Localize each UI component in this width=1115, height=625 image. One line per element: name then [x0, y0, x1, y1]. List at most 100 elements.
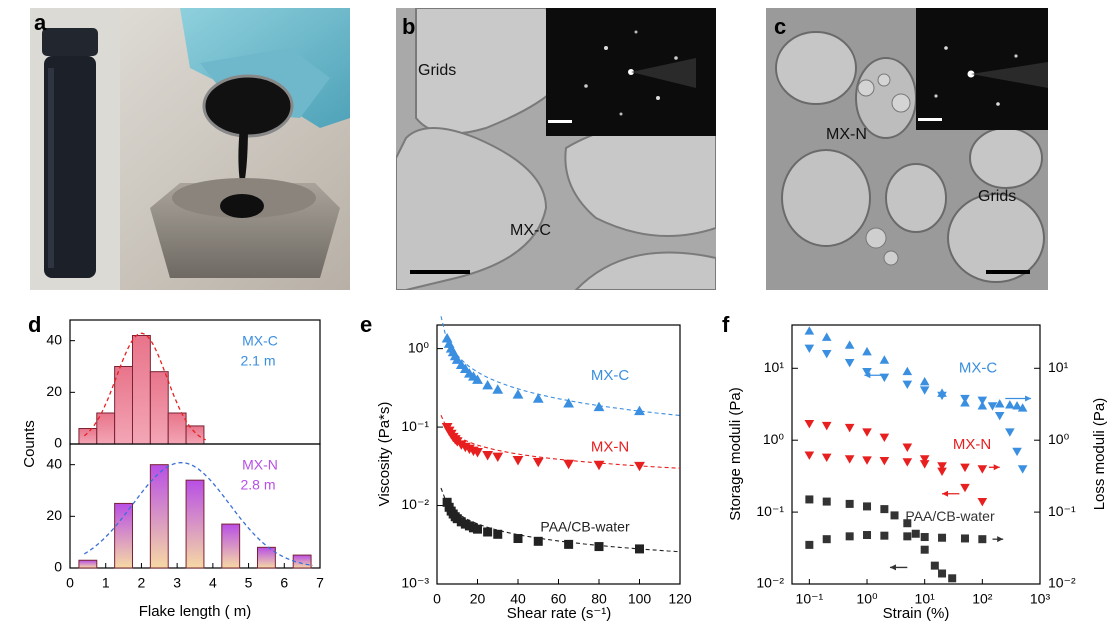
x-tick-label: 3	[173, 575, 181, 591]
y-tick-label: 10⁻¹	[756, 503, 784, 519]
data-point	[960, 394, 970, 404]
data-point	[948, 574, 957, 583]
tem-illustration-b	[396, 8, 716, 290]
x-tick-label: 40	[510, 591, 526, 607]
data-point	[472, 374, 483, 384]
data-point	[441, 332, 453, 343]
data-point	[960, 534, 969, 543]
y-tick-label: 40	[46, 331, 62, 347]
panel-label-c: c	[774, 14, 787, 39]
data-point	[890, 511, 899, 520]
data-point	[987, 402, 998, 411]
data-point	[1005, 400, 1015, 409]
data-point	[804, 451, 815, 460]
x-tick-label: 100	[628, 591, 652, 607]
x-tick-label: 10³	[1030, 591, 1051, 607]
data-point	[844, 455, 855, 464]
data-point	[564, 539, 574, 549]
panel-label-e: e	[360, 312, 373, 337]
data-point	[821, 421, 832, 431]
data-point	[879, 457, 890, 466]
x-tick-label: 20	[470, 591, 486, 607]
photo-illustration	[30, 8, 350, 290]
data-point	[863, 531, 872, 540]
data-point	[937, 391, 947, 401]
histogram-bar	[221, 523, 241, 569]
data-point	[533, 536, 543, 546]
x-tick-label: 4	[209, 575, 217, 591]
data-point	[473, 524, 482, 534]
data-point	[977, 465, 988, 474]
x-tick-label: 10⁰	[856, 591, 878, 607]
histogram-bar	[78, 428, 98, 445]
y-tick-label-right: 10⁻²	[1048, 575, 1076, 591]
data-point	[821, 453, 832, 463]
data-point	[844, 358, 855, 368]
data-point	[879, 355, 890, 364]
data-point	[937, 467, 947, 477]
data-point	[593, 401, 605, 412]
series-label-mxn: MX-N	[591, 438, 629, 455]
data-point	[634, 461, 645, 472]
photo-mxene-ink	[30, 8, 350, 290]
data-point	[1012, 401, 1022, 410]
data-point	[845, 532, 854, 541]
data-point	[805, 495, 814, 504]
data-point	[805, 540, 814, 549]
data-point	[902, 443, 913, 452]
y-axis-label: Counts	[21, 420, 38, 468]
data-point	[512, 389, 524, 399]
panel-label-a: a	[34, 10, 47, 35]
x-tick-label: 80	[591, 591, 607, 607]
arrow-mxc-loss-head	[1025, 395, 1032, 402]
data-point	[492, 384, 504, 394]
tem-image-mxn	[766, 8, 1048, 290]
data-point	[863, 502, 872, 511]
y-tick-label: 10⁻³	[401, 575, 429, 591]
y-tick-label-right: 10⁻¹	[1048, 503, 1076, 519]
data-point	[930, 561, 939, 570]
y-axis-label-right: Loss moduli (Pa)	[1091, 398, 1108, 511]
data-point	[844, 423, 855, 433]
histogram-bar	[132, 335, 151, 445]
histogram-bar	[114, 366, 134, 445]
y-axis-label: Viscosity (Pa*s)	[376, 402, 393, 507]
series-label-mxn: MX-N	[953, 436, 991, 453]
x-tick-label: 10¹	[915, 591, 936, 607]
data-point	[920, 533, 929, 542]
arrow-mxn-storage-head	[942, 490, 949, 497]
data-point	[862, 367, 872, 377]
x-axis-label: Strain (%)	[883, 605, 950, 622]
y-tick-label: 20	[46, 507, 62, 523]
data-point	[919, 460, 930, 469]
chart-viscosity-vs-shear-rate: 0 20 40 60 80 100 120 10⁻³ 10⁻² 10⁻¹ 10⁰ MX-C MX-N PA…	[376, 316, 692, 622]
y-tick-label: 0	[54, 559, 62, 575]
y-tick-label-right: 10¹	[1048, 359, 1069, 375]
panel-label-d: d	[28, 312, 42, 337]
data-point	[804, 344, 815, 354]
data-point	[879, 433, 890, 443]
y-tick-label: 10⁰	[408, 339, 430, 355]
x-tick-label: 0	[433, 591, 441, 607]
data-point	[821, 350, 832, 359]
tem-label-grids-b: Grids	[418, 62, 457, 79]
histogram-bar	[185, 425, 205, 445]
data-point	[635, 544, 644, 554]
data-point	[512, 455, 524, 466]
data-point	[978, 535, 987, 544]
data-point	[482, 379, 494, 390]
x-tick-label: 120	[668, 591, 692, 607]
series-label-mxc: MX-C	[591, 367, 629, 384]
data-point	[442, 497, 452, 507]
y-tick-label: 0	[54, 435, 62, 451]
x-tick-label: 7	[316, 575, 324, 591]
plot-frame	[791, 324, 1041, 585]
histogram-bar	[114, 502, 134, 569]
data-point	[960, 483, 970, 493]
data-point	[472, 448, 483, 458]
arrow-paa-loss-head	[997, 536, 1004, 543]
x-tick-label: 5	[245, 575, 253, 591]
tem-label-mxn: MX-N	[826, 126, 867, 143]
chart-flake-length-histograms: 0 20 40 MX-C 2.1 m 0 20 40 MX-N 2.8 m 0 1 2 3 4 5 6 7 Flak…	[21, 319, 324, 620]
